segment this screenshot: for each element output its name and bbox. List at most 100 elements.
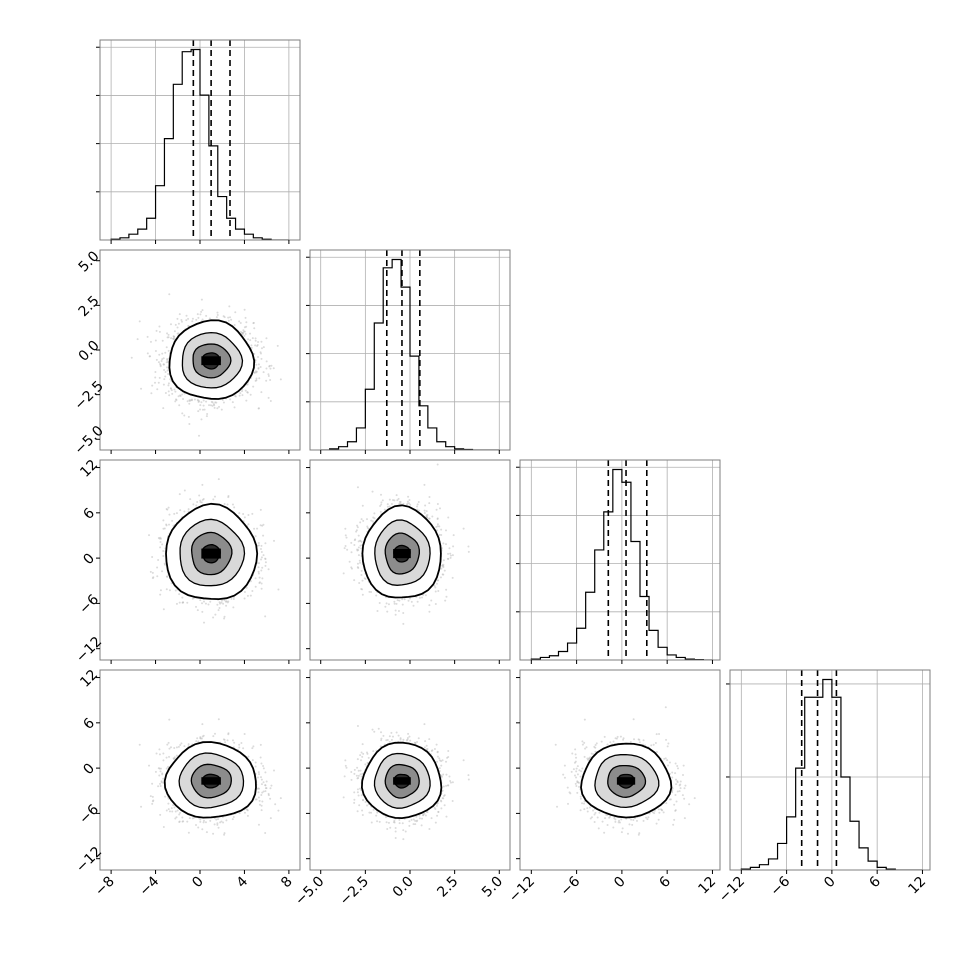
x-tick-label: 6 [866, 873, 884, 891]
y-tick-label: 0.0 [76, 338, 103, 365]
scatter-point [191, 317, 194, 320]
scatter-point [243, 334, 246, 337]
scatter-point [178, 601, 181, 604]
scatter-point [264, 615, 267, 618]
y-tick-label: 0 [80, 550, 98, 568]
scatter-point [223, 316, 226, 319]
scatter-point [222, 401, 225, 404]
scatter-point [179, 509, 182, 512]
scatter-point [162, 550, 165, 553]
scatter-point [161, 339, 164, 342]
scatter-point [205, 400, 208, 403]
scatter-point [154, 349, 157, 352]
scatter-point [244, 389, 247, 392]
scatter-point [162, 407, 165, 410]
scatter-point [211, 404, 214, 407]
scatter-point [175, 399, 178, 402]
scatter-point [223, 615, 226, 618]
scatter-point [136, 338, 139, 341]
scatter-point [167, 373, 170, 376]
scatter-point [211, 401, 214, 404]
contour-line-2 [192, 343, 232, 379]
scatter-point [155, 329, 158, 332]
scatter-point [151, 577, 154, 580]
scatter-point [154, 381, 157, 384]
scatter-point [178, 313, 181, 316]
scatter-point [198, 494, 201, 497]
scatter-point [148, 534, 151, 537]
scatter-point [277, 588, 280, 591]
scatter-point [267, 373, 270, 376]
scatter-point [241, 390, 244, 393]
scatter-point [345, 536, 348, 539]
scatter-point [256, 343, 259, 346]
scatter-point [247, 338, 250, 341]
scatter-point [199, 499, 202, 502]
scatter-point [190, 398, 193, 401]
scatter-point [177, 322, 180, 325]
scatter-point [239, 321, 242, 324]
scatter-point [156, 388, 159, 391]
scatter-point [201, 498, 204, 501]
scatter-point [165, 346, 168, 349]
scatter-point [183, 510, 186, 513]
scatter-point [233, 406, 236, 409]
panel-border [519, 459, 721, 661]
scatter-point [362, 519, 365, 522]
hist-grid [520, 460, 720, 660]
scatter-point [199, 599, 202, 602]
contour-line-0 [168, 319, 256, 400]
scatter-point [226, 503, 229, 506]
scatter-point [169, 387, 172, 390]
scatter-point [199, 404, 202, 407]
x-tick-label: 12 [905, 874, 929, 898]
scatter-point [223, 502, 226, 505]
scatter-point [177, 395, 180, 398]
scatter-point [260, 347, 263, 350]
scatter-point [241, 394, 244, 397]
scatter-point [187, 508, 190, 511]
scatter-point [224, 600, 227, 603]
scatter-point [225, 604, 228, 607]
scatter-point [173, 388, 176, 391]
scatter-point [197, 410, 200, 413]
scatter-point [230, 597, 233, 600]
scatter-point [451, 554, 454, 557]
scatter-point [238, 320, 241, 323]
scatter-point [163, 378, 166, 381]
x-tick-label: 0 [821, 874, 839, 892]
scatter-point [259, 366, 262, 369]
scatter-point [217, 478, 220, 481]
scatter-point [140, 387, 143, 390]
scatter-point [226, 601, 229, 604]
scatter-point [245, 321, 248, 324]
scatter-point [230, 318, 233, 321]
scatter-point [251, 337, 254, 340]
scatter-point [264, 542, 267, 545]
scatter-point [174, 589, 177, 592]
scatter-point [188, 399, 191, 402]
scatter-point [257, 541, 260, 544]
scatter-point [216, 407, 219, 410]
scatter-point [253, 371, 256, 374]
scatter-point [181, 601, 184, 604]
scatter-point [267, 375, 270, 378]
scatter-point [183, 489, 186, 492]
density-peak-cell [201, 356, 221, 366]
scatter-point [161, 352, 164, 355]
scatter-point [260, 357, 263, 360]
scatter-point [209, 600, 212, 603]
scatter-point [229, 316, 232, 319]
scatter-point [254, 585, 257, 588]
scatter-point [202, 399, 205, 402]
joint-content [148, 478, 280, 624]
scatter-point [260, 550, 263, 553]
scatter-point [159, 362, 162, 365]
contour-line-3 [201, 543, 221, 564]
scatter-point [168, 293, 171, 296]
panel-joint-1-2 [306, 459, 511, 664]
scatter-point [196, 399, 199, 402]
scatter-point [253, 527, 256, 530]
scatter-point [166, 332, 169, 335]
